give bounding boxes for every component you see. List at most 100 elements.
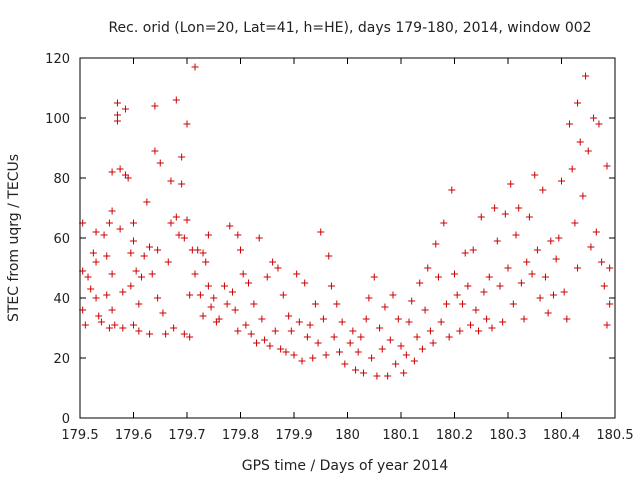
chart-title: Rec. orid (Lon=20, Lat=41, h=HE), days 1…	[108, 20, 591, 36]
data-point	[437, 318, 445, 326]
data-point	[568, 165, 576, 173]
data-point	[544, 309, 552, 317]
data-point	[132, 267, 140, 275]
data-point	[499, 318, 507, 326]
data-point	[263, 273, 271, 281]
data-point	[598, 258, 606, 266]
data-point	[89, 249, 97, 257]
data-point	[582, 72, 590, 80]
data-point	[574, 99, 582, 107]
data-point	[167, 177, 175, 185]
data-point	[496, 282, 504, 290]
data-point	[97, 318, 105, 326]
data-point	[138, 273, 146, 281]
x-tick-label: 180.1	[382, 428, 419, 443]
data-point	[520, 315, 528, 323]
data-point	[464, 282, 472, 290]
x-tick-label: 179.6	[115, 428, 152, 443]
data-point	[199, 312, 207, 320]
data-point	[266, 342, 274, 350]
data-point	[231, 306, 239, 314]
data-point	[397, 342, 405, 350]
data-point	[148, 270, 156, 278]
data-point	[247, 330, 255, 338]
data-point	[539, 186, 547, 194]
data-point	[311, 300, 319, 308]
data-point	[154, 294, 162, 302]
data-point	[381, 303, 389, 311]
data-point	[418, 345, 426, 353]
data-point	[357, 333, 365, 341]
data-point	[378, 345, 386, 353]
data-point	[386, 336, 394, 344]
data-point	[319, 315, 327, 323]
data-point	[146, 330, 154, 338]
data-point	[287, 327, 295, 335]
data-point	[226, 222, 234, 230]
data-point	[103, 252, 111, 260]
data-point	[113, 111, 121, 119]
x-tick-label: 180	[335, 428, 360, 443]
data-point	[127, 282, 135, 290]
data-point	[453, 291, 461, 299]
data-point	[451, 270, 458, 278]
data-point	[317, 228, 325, 236]
data-point	[475, 327, 483, 335]
data-point	[124, 174, 132, 182]
data-point	[172, 213, 180, 221]
data-point	[405, 318, 413, 326]
y-tick-label: 40	[53, 292, 70, 307]
data-point	[590, 114, 598, 122]
data-point	[335, 348, 343, 356]
data-point	[472, 306, 480, 314]
data-point	[563, 315, 571, 323]
data-point	[456, 327, 464, 335]
data-point	[180, 330, 188, 338]
data-point	[183, 120, 191, 128]
data-point	[429, 339, 437, 347]
data-point	[501, 210, 509, 218]
data-point	[164, 258, 172, 266]
data-point	[424, 264, 432, 272]
data-point	[338, 318, 346, 326]
data-point	[354, 348, 362, 356]
data-point	[140, 252, 148, 260]
data-point	[325, 252, 333, 260]
data-point	[87, 285, 95, 293]
data-point	[603, 321, 611, 329]
data-point	[413, 333, 421, 341]
data-point	[113, 99, 121, 107]
data-point	[119, 324, 127, 332]
data-point	[261, 336, 269, 344]
data-point	[512, 231, 520, 239]
plot-frame	[79, 57, 616, 419]
data-point	[100, 231, 108, 239]
data-point	[116, 165, 124, 173]
data-point	[258, 315, 266, 323]
y-tick-label: 100	[45, 112, 70, 127]
data-point	[255, 234, 263, 242]
data-point	[306, 321, 314, 329]
data-point	[600, 282, 608, 290]
data-point	[202, 258, 210, 266]
data-point	[127, 249, 135, 257]
data-point	[271, 327, 279, 335]
data-point	[587, 243, 595, 251]
data-point	[285, 312, 293, 320]
data-point	[178, 180, 186, 188]
data-point	[84, 273, 92, 281]
x-tick-label: 180.5	[596, 428, 633, 443]
data-point	[584, 147, 592, 155]
data-point	[220, 282, 228, 290]
data-point	[507, 180, 515, 188]
data-point	[156, 159, 164, 167]
data-point	[135, 327, 143, 335]
data-point	[392, 360, 400, 368]
data-point	[440, 219, 448, 227]
data-point	[92, 228, 100, 236]
data-point	[108, 207, 116, 215]
data-point	[293, 270, 301, 278]
x-tick-label: 180.3	[489, 428, 526, 443]
data-point	[459, 300, 467, 308]
